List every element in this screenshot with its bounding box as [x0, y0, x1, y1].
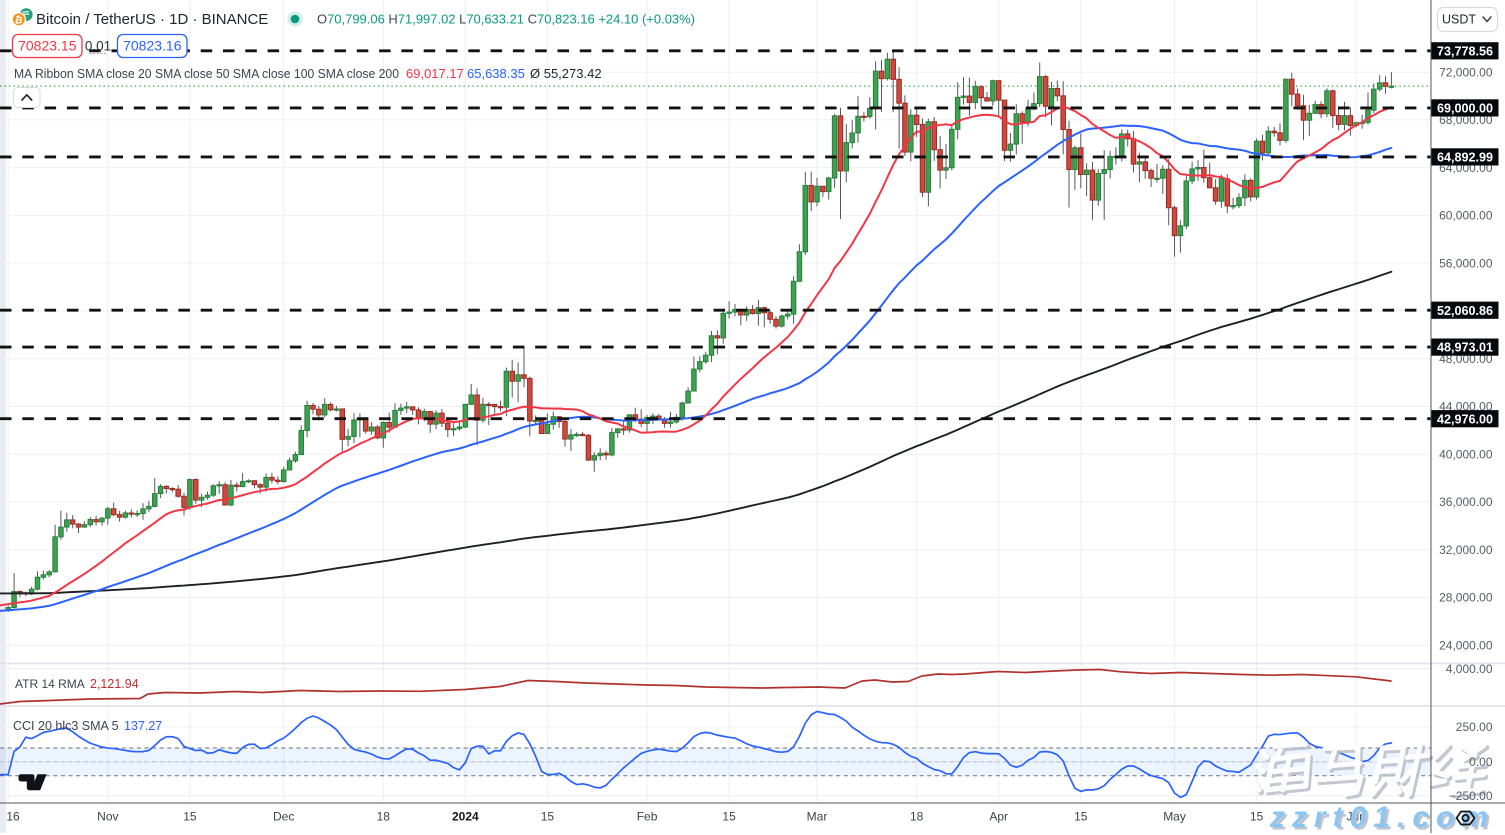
- svg-text:−250.00: −250.00: [1449, 789, 1493, 803]
- svg-text:15: 15: [722, 810, 736, 824]
- svg-text:4,000.00: 4,000.00: [1446, 662, 1493, 676]
- svg-text:18: 18: [910, 810, 924, 824]
- svg-text:15: 15: [1074, 810, 1088, 824]
- svg-text:32,000.00: 32,000.00: [1439, 543, 1493, 557]
- svg-text:16: 16: [6, 810, 20, 824]
- svg-text:70823.16: 70823.16: [123, 38, 182, 54]
- svg-text:56,000.00: 56,000.00: [1439, 256, 1493, 270]
- svg-text:24,000.00: 24,000.00: [1439, 638, 1493, 652]
- svg-text:40,000.00: 40,000.00: [1439, 447, 1493, 461]
- svg-text:64,892.99: 64,892.99: [1437, 151, 1493, 165]
- svg-text:0.01: 0.01: [85, 39, 111, 54]
- svg-text:Bitcoin / TetherUS · 1D · BINA: Bitcoin / TetherUS · 1D · BINANCE: [36, 11, 268, 28]
- svg-text:Dec: Dec: [273, 810, 294, 824]
- svg-text:69,000.00: 69,000.00: [1437, 102, 1493, 116]
- svg-text:₿: ₿: [14, 14, 24, 26]
- svg-text:18: 18: [377, 810, 391, 824]
- svg-text:2,121.94: 2,121.94: [90, 677, 139, 691]
- svg-text:2024: 2024: [452, 810, 479, 824]
- svg-text:69,017.17: 69,017.17: [406, 66, 464, 81]
- svg-text:Jun: Jun: [1347, 810, 1366, 824]
- svg-text:Nov: Nov: [97, 810, 118, 824]
- svg-text:36,000.00: 36,000.00: [1439, 495, 1493, 509]
- svg-text:137.27: 137.27: [124, 719, 162, 733]
- svg-text:68,000.00: 68,000.00: [1439, 113, 1493, 127]
- svg-text:73,778.56: 73,778.56: [1437, 44, 1493, 58]
- svg-text:CCI 20 hlc3 SMA 5: CCI 20 hlc3 SMA 5: [13, 719, 119, 733]
- svg-text:250.00: 250.00: [1456, 720, 1493, 734]
- svg-text:48,973.01: 48,973.01: [1437, 341, 1493, 355]
- svg-text:15: 15: [541, 810, 555, 824]
- svg-text:65,638.35: 65,638.35: [467, 66, 525, 81]
- svg-text:15: 15: [1250, 810, 1264, 824]
- svg-text:MA Ribbon SMA close 20 SMA clo: MA Ribbon SMA close 20 SMA close 50 SMA …: [14, 66, 399, 81]
- svg-text:70823.15: 70823.15: [18, 38, 77, 54]
- svg-text:42,976.00: 42,976.00: [1437, 412, 1493, 426]
- svg-text:60,000.00: 60,000.00: [1439, 209, 1493, 223]
- svg-text:52,060.86: 52,060.86: [1437, 304, 1493, 318]
- svg-text:0.00: 0.00: [1469, 755, 1493, 769]
- svg-text:May: May: [1163, 810, 1186, 824]
- svg-text:Feb: Feb: [637, 810, 658, 824]
- svg-text:15: 15: [183, 810, 197, 824]
- svg-text:Apr: Apr: [989, 810, 1008, 824]
- svg-text:ATR 14 RMA: ATR 14 RMA: [15, 677, 85, 691]
- svg-text:28,000.00: 28,000.00: [1439, 591, 1493, 605]
- svg-text:Ø 55,273.42: Ø 55,273.42: [530, 66, 602, 81]
- svg-text:O70,799.06 H71,997.02 L70,633.: O70,799.06 H71,997.02 L70,633.21 C70,823…: [317, 12, 695, 27]
- svg-text:72,000.00: 72,000.00: [1439, 65, 1493, 79]
- svg-text:Mar: Mar: [807, 810, 828, 824]
- svg-text:USDT: USDT: [1442, 13, 1476, 27]
